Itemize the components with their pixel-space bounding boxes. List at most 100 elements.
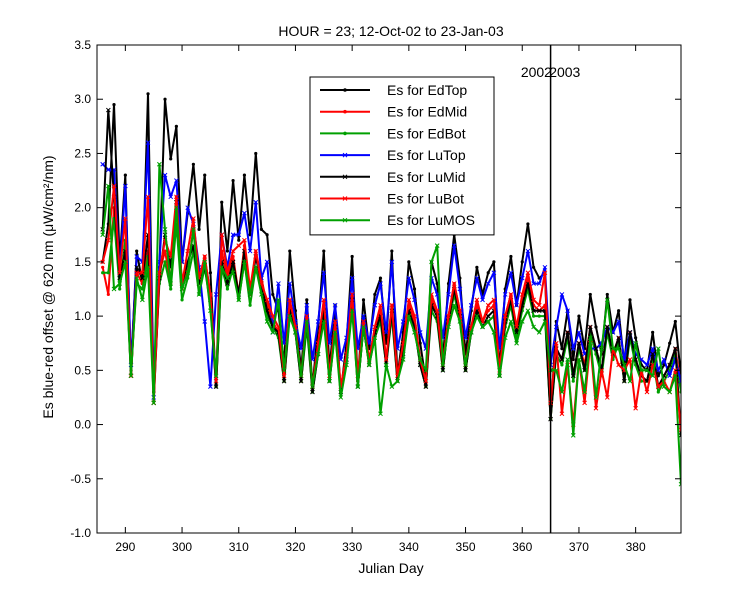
data-point <box>180 298 184 302</box>
plot-area <box>100 92 681 487</box>
legend-label: Es for LuTop <box>387 147 466 163</box>
data-point <box>474 297 480 303</box>
data-point <box>220 200 224 204</box>
data-point <box>117 270 123 276</box>
data-point <box>145 194 151 200</box>
data-point <box>254 151 258 156</box>
data-point <box>633 340 638 346</box>
data-point <box>446 292 451 297</box>
data-point <box>519 292 525 297</box>
data-point <box>264 319 270 324</box>
data-point <box>457 308 463 314</box>
data-point <box>169 157 173 161</box>
data-point <box>231 178 235 183</box>
data-point <box>202 254 208 259</box>
data-point <box>588 292 592 297</box>
data-point <box>332 330 338 335</box>
data-point <box>134 270 140 276</box>
data-point <box>514 330 519 335</box>
data-point <box>122 259 128 265</box>
data-point <box>100 161 106 167</box>
data-point <box>123 173 127 177</box>
legend-marker <box>343 109 347 114</box>
data-point <box>191 162 195 166</box>
data-point <box>667 389 673 395</box>
data-point <box>191 216 196 221</box>
data-point <box>350 254 354 259</box>
data-point <box>406 275 412 281</box>
data-point <box>617 309 621 313</box>
data-point <box>361 319 366 324</box>
data-point <box>434 243 440 248</box>
data-point <box>247 248 253 254</box>
data-point <box>655 367 661 373</box>
data-point <box>162 172 168 178</box>
data-point <box>378 302 383 308</box>
y-tick-label: 0.0 <box>74 418 91 432</box>
data-point <box>593 346 599 351</box>
data-point <box>203 173 207 177</box>
data-point <box>565 357 570 362</box>
data-point <box>361 324 366 330</box>
data-point <box>565 308 570 314</box>
data-point <box>134 254 140 259</box>
data-point <box>270 313 276 319</box>
data-point <box>650 351 656 357</box>
data-point <box>446 324 451 330</box>
data-point <box>553 367 559 373</box>
data-point <box>106 292 110 297</box>
data-point <box>349 308 355 314</box>
data-point <box>202 319 208 324</box>
data-point <box>486 271 490 275</box>
legend-item: Es for EdBot <box>320 125 466 141</box>
data-point <box>468 302 474 308</box>
data-point <box>293 330 298 335</box>
data-point <box>644 362 650 368</box>
x-tick-label: 310 <box>229 540 249 554</box>
x-tick-label: 290 <box>115 540 135 554</box>
data-point <box>672 346 678 351</box>
data-point <box>485 313 491 319</box>
data-point <box>485 302 491 308</box>
data-point <box>429 259 434 265</box>
data-point <box>191 227 196 232</box>
data-point <box>157 270 162 276</box>
data-point <box>542 319 548 324</box>
data-point <box>219 264 225 270</box>
data-point <box>162 227 168 232</box>
legend-item: Es for LuMOS <box>320 212 475 228</box>
data-point <box>475 265 479 269</box>
data-point <box>526 222 530 226</box>
data-point <box>332 319 338 324</box>
data-point <box>576 340 582 346</box>
data-point <box>604 324 610 330</box>
data-point <box>349 292 355 297</box>
data-point <box>633 405 638 411</box>
legend-item: Es for LuMid <box>320 169 466 185</box>
data-point <box>480 297 485 303</box>
data-point <box>271 292 275 297</box>
data-point <box>571 379 575 383</box>
data-point <box>531 297 536 303</box>
series-7 <box>100 161 681 487</box>
data-point <box>197 227 201 231</box>
data-point <box>485 319 491 324</box>
data-point <box>105 237 111 243</box>
data-point <box>372 335 378 341</box>
data-point <box>536 308 542 314</box>
data-point <box>372 302 378 308</box>
data-point <box>509 254 513 259</box>
data-point <box>593 395 599 400</box>
data-point <box>407 260 411 264</box>
data-point <box>383 357 389 362</box>
data-point <box>582 400 587 406</box>
data-point <box>378 281 383 286</box>
data-point <box>650 373 656 379</box>
data-point <box>520 260 524 264</box>
data-point <box>355 384 361 389</box>
data-point <box>157 161 162 167</box>
data-point <box>389 259 395 265</box>
data-point <box>259 227 264 231</box>
data-point <box>140 275 145 281</box>
data-point <box>174 124 178 128</box>
